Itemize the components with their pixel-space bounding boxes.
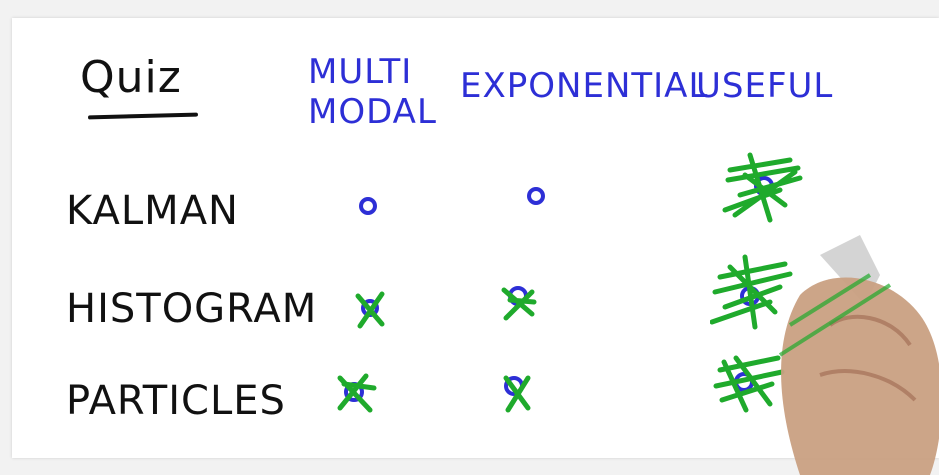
particles-exponential-check-icon[interactable]	[488, 360, 548, 420]
hand-with-marker-icon	[778, 235, 939, 475]
histogram-multimodal-check-icon[interactable]	[340, 280, 400, 340]
column-header-multimodal-line2: MODAL	[308, 92, 437, 132]
kalman-multimodal-empty-circle-icon[interactable]	[338, 176, 398, 236]
row-label-kalman: KALMAN	[66, 188, 239, 234]
particles-useful-check-icon[interactable]	[712, 348, 792, 418]
column-header-multimodal-line1: MULTI	[308, 52, 413, 92]
row-label-particles: PARTICLES	[66, 378, 286, 424]
quiz-title: Quiz	[80, 52, 182, 103]
kalman-exponential-empty-circle-icon[interactable]	[506, 166, 566, 226]
kalman-useful-check-icon[interactable]	[720, 150, 810, 230]
particles-multimodal-check-icon[interactable]	[326, 362, 386, 422]
column-header-useful: USEFUL	[696, 66, 834, 106]
histogram-exponential-check-icon[interactable]	[488, 272, 548, 332]
column-header-exponential: EXPONENTIAL	[460, 66, 709, 106]
column-header-multimodal: MULTI MODAL	[308, 52, 437, 132]
histogram-useful-check-icon[interactable]	[710, 252, 800, 332]
row-label-histogram: HISTOGRAM	[66, 286, 318, 332]
